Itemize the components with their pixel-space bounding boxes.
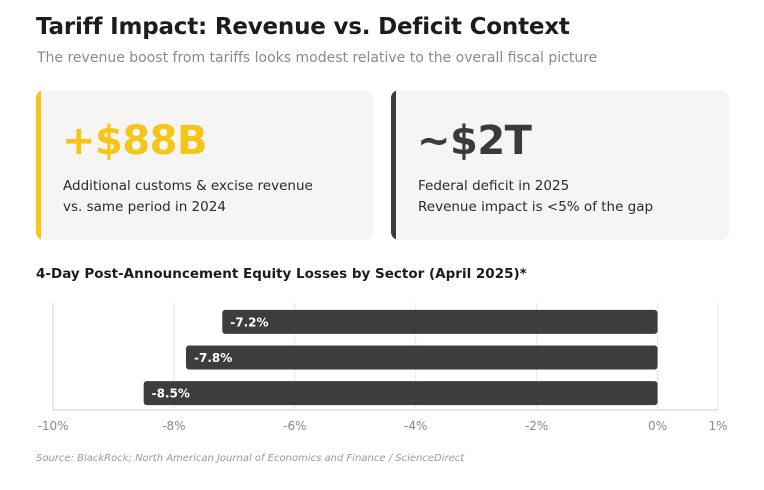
- x-tick-label: -4%: [404, 419, 427, 433]
- deficit-card: ~$2T Federal deficit in 2025 Revenue imp…: [391, 90, 729, 240]
- x-tick-label: -6%: [283, 419, 306, 433]
- bar-data-label: -7.8%: [194, 351, 232, 365]
- deficit-card-value: ~$2T: [417, 118, 532, 164]
- bar-data-label: -7.2%: [230, 315, 268, 329]
- bar: [143, 381, 658, 406]
- page-subtitle: The revenue boost from tariffs looks mod…: [37, 50, 598, 66]
- revenue-card-line-2: vs. same period in 2024: [63, 199, 226, 215]
- source-note: Source: BlackRock; North American Journa…: [36, 453, 465, 464]
- revenue-card: +$88B Additional customs & excise revenu…: [36, 90, 374, 240]
- deficit-card-description: Federal deficit in 2025 Revenue impact i…: [418, 176, 653, 218]
- revenue-card-accent-bar: [36, 90, 41, 240]
- deficit-card-line-2: Revenue impact is <5% of the gap: [418, 199, 654, 215]
- chart-title: 4-Day Post-Announcement Equity Losses by…: [36, 266, 527, 282]
- x-tick-label: -10%: [37, 419, 68, 433]
- page-title: Tariff Impact: Revenue vs. Deficit Conte…: [36, 14, 570, 40]
- bar: [222, 309, 658, 334]
- revenue-card-description: Additional customs & excise revenue vs. …: [63, 176, 313, 218]
- bar-data-label: -8.5%: [152, 387, 190, 401]
- x-tick-label: 1%: [708, 419, 727, 433]
- deficit-card-accent-bar: [391, 90, 396, 240]
- revenue-card-line-1: Additional customs & excise revenue: [63, 178, 313, 194]
- bar: [186, 345, 658, 370]
- x-tick-label: -2%: [525, 419, 548, 433]
- revenue-card-value: +$88B: [62, 118, 208, 164]
- x-tick-label: 0%: [648, 419, 667, 433]
- deficit-card-line-1: Federal deficit in 2025: [418, 178, 570, 194]
- x-tick-label: -8%: [162, 419, 185, 433]
